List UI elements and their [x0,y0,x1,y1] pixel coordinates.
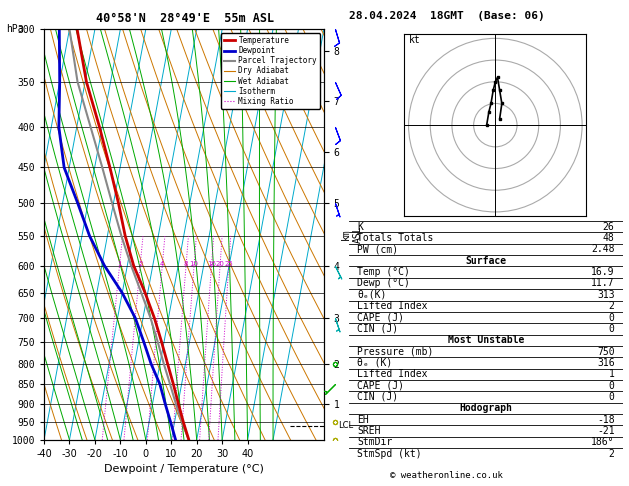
Text: CIN (J): CIN (J) [357,392,398,402]
Legend: Temperature, Dewpoint, Parcel Trajectory, Dry Adiabat, Wet Adiabat, Isotherm, Mi: Temperature, Dewpoint, Parcel Trajectory… [221,33,320,109]
Text: Temp (°C): Temp (°C) [357,267,410,277]
Text: θₑ(K): θₑ(K) [357,290,387,300]
Text: 11.7: 11.7 [591,278,615,289]
Text: 1: 1 [118,261,122,267]
Text: 2: 2 [609,301,615,311]
Text: PW (cm): PW (cm) [357,244,398,255]
Text: Lifted Index: Lifted Index [357,369,428,379]
Text: 28.04.2024  18GMT  (Base: 06): 28.04.2024 18GMT (Base: 06) [349,11,545,21]
Text: hPa: hPa [6,24,24,35]
Text: 48: 48 [603,233,615,243]
Text: 26: 26 [603,222,615,232]
Text: Dewp (°C): Dewp (°C) [357,278,410,289]
Y-axis label: km
ASL: km ASL [341,226,362,243]
Text: CIN (J): CIN (J) [357,324,398,334]
Text: 1: 1 [609,369,615,379]
Text: Most Unstable: Most Unstable [448,335,524,345]
Text: LCL: LCL [338,421,353,431]
Text: © weatheronline.co.uk: © weatheronline.co.uk [390,471,503,480]
Text: 0: 0 [609,324,615,334]
Text: 316: 316 [597,358,615,368]
Text: StmSpd (kt): StmSpd (kt) [357,449,422,459]
Text: 2: 2 [609,449,615,459]
X-axis label: Dewpoint / Temperature (°C): Dewpoint / Temperature (°C) [104,465,264,474]
Text: 750: 750 [597,347,615,357]
Text: CAPE (J): CAPE (J) [357,312,404,323]
Text: -21: -21 [597,426,615,436]
Text: Totals Totals: Totals Totals [357,233,433,243]
Text: 0: 0 [609,312,615,323]
Text: -18: -18 [597,415,615,425]
Text: 2: 2 [138,261,142,267]
Text: Pressure (mb): Pressure (mb) [357,347,433,357]
Text: CAPE (J): CAPE (J) [357,381,404,391]
Text: K: K [357,222,363,232]
Text: Hodograph: Hodograph [459,403,513,413]
Text: EH: EH [357,415,369,425]
Text: 313: 313 [597,290,615,300]
Text: 0: 0 [609,392,615,402]
Text: kt: kt [409,35,420,45]
Text: 2.48: 2.48 [591,244,615,255]
Text: θₑ (K): θₑ (K) [357,358,392,368]
Text: 16.9: 16.9 [591,267,615,277]
Text: 4: 4 [160,261,165,267]
Text: 186°: 186° [591,437,615,447]
Text: StmDir: StmDir [357,437,392,447]
Text: Lifted Index: Lifted Index [357,301,428,311]
Text: 10: 10 [189,261,199,267]
Text: 8: 8 [184,261,188,267]
Text: 25: 25 [225,261,233,267]
Text: 0: 0 [609,381,615,391]
Text: 20: 20 [216,261,225,267]
Text: Surface: Surface [465,256,506,266]
Text: 40°58'N  28°49'E  55m ASL: 40°58'N 28°49'E 55m ASL [96,12,275,25]
Text: 16: 16 [207,261,216,267]
Text: SREH: SREH [357,426,381,436]
